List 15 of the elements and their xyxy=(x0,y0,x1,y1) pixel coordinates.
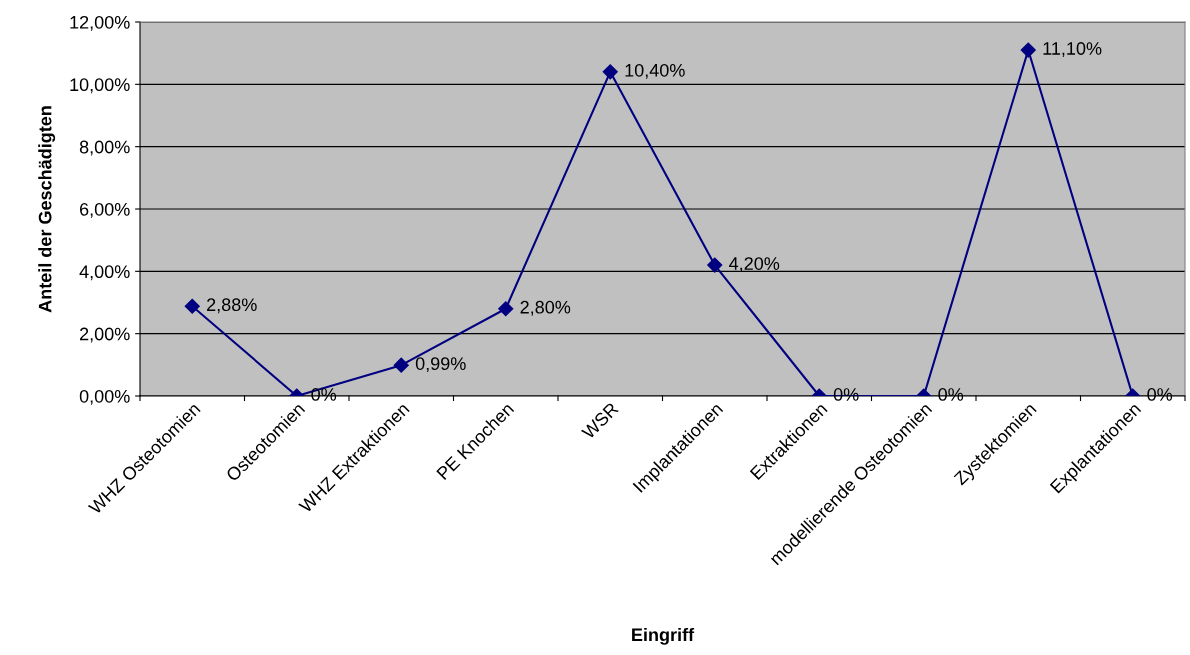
data-label: 0,99% xyxy=(415,357,466,373)
data-label: 2,88% xyxy=(207,298,257,314)
data-label: 2,80% xyxy=(520,300,571,316)
y-tick-label: 2,00% xyxy=(79,327,130,343)
x-axis-title: Eingriff xyxy=(632,627,695,645)
y-tick-label: 8,00% xyxy=(79,140,130,156)
y-tick-label: 4,00% xyxy=(79,265,130,281)
y-tick-label: 0,00% xyxy=(79,389,130,405)
y-tick-label: 10,00% xyxy=(70,78,130,94)
data-label: 10,40% xyxy=(625,63,685,79)
y-tick-label: 12,00% xyxy=(70,15,130,31)
y-axis-title: Anteil der Geschädigten xyxy=(38,106,56,313)
data-label: 11,10% xyxy=(1043,42,1102,58)
y-tick-label: 6,00% xyxy=(80,202,130,218)
data-label: 4,20% xyxy=(729,257,780,273)
